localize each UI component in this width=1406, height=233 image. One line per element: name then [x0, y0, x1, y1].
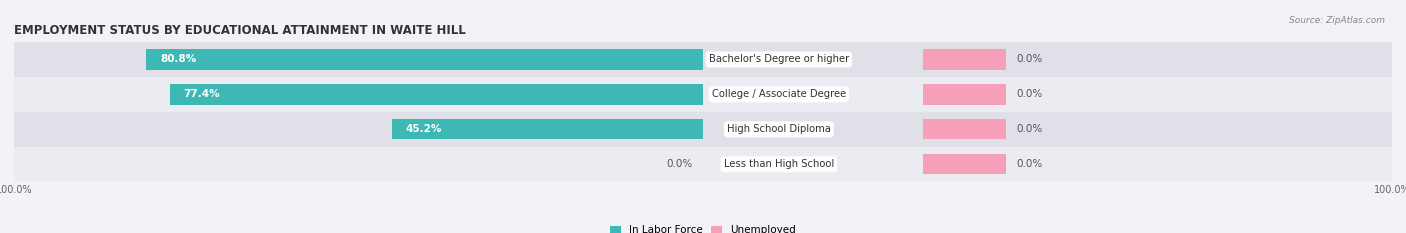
Bar: [146, 49, 703, 69]
Bar: [14, 147, 1392, 182]
Bar: [14, 42, 1392, 77]
Bar: [392, 119, 703, 139]
Text: 0.0%: 0.0%: [1017, 159, 1043, 169]
Text: 45.2%: 45.2%: [405, 124, 441, 134]
Text: 0.0%: 0.0%: [666, 159, 693, 169]
Bar: [924, 84, 1007, 105]
Text: Source: ZipAtlas.com: Source: ZipAtlas.com: [1289, 16, 1385, 25]
Text: 80.8%: 80.8%: [160, 55, 197, 64]
Text: College / Associate Degree: College / Associate Degree: [711, 89, 846, 99]
Text: Less than High School: Less than High School: [724, 159, 834, 169]
Bar: [14, 112, 1392, 147]
Bar: [924, 154, 1007, 174]
Bar: [14, 77, 1392, 112]
Text: 0.0%: 0.0%: [1017, 55, 1043, 64]
Text: 77.4%: 77.4%: [184, 89, 221, 99]
Text: 0.0%: 0.0%: [1017, 124, 1043, 134]
Text: EMPLOYMENT STATUS BY EDUCATIONAL ATTAINMENT IN WAITE HILL: EMPLOYMENT STATUS BY EDUCATIONAL ATTAINM…: [14, 24, 465, 37]
Bar: [170, 84, 703, 105]
Legend: In Labor Force, Unemployed: In Labor Force, Unemployed: [606, 221, 800, 233]
Text: Bachelor's Degree or higher: Bachelor's Degree or higher: [709, 55, 849, 64]
Text: High School Diploma: High School Diploma: [727, 124, 831, 134]
Bar: [924, 119, 1007, 139]
Bar: [924, 49, 1007, 69]
Text: 0.0%: 0.0%: [1017, 89, 1043, 99]
